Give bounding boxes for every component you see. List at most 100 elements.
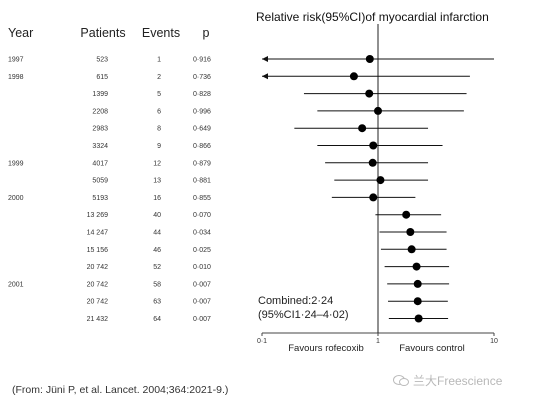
watermark: 兰大Freescience (393, 372, 502, 389)
watermark-text: 兰大Freescience (413, 374, 503, 388)
row-patients: 14 247 (87, 230, 109, 237)
point-estimate (376, 176, 385, 185)
favours-rofecoxib-label: Favours rofecoxib (288, 343, 364, 354)
row-p-value: 0·996 (193, 108, 211, 115)
row-patients: 4017 (92, 160, 108, 167)
row-p-value: 0·736 (193, 74, 211, 81)
row-p-value: 0·034 (193, 230, 211, 237)
row-events: 12 (153, 160, 161, 167)
header-year: Year (8, 26, 33, 40)
row-patients: 3324 (92, 143, 108, 150)
row-patients: 5059 (92, 178, 108, 185)
row-events: 6 (157, 108, 161, 115)
x-tick-label: 1 (376, 338, 380, 345)
row-year: 1998 (8, 74, 24, 81)
row-p-value: 0·879 (193, 160, 211, 167)
row-p-value: 0·010 (193, 264, 211, 271)
row-year: 2000 (8, 195, 24, 202)
table-row: 2001 20 742 58 0·007 (8, 281, 211, 288)
row-events: 1 (157, 57, 161, 64)
table-row: 2208 6 0·996 (92, 108, 211, 115)
table-row: 5059 13 0·881 (92, 178, 211, 185)
x-tick-label: 10 (490, 338, 498, 345)
row-events: 63 (153, 299, 161, 306)
row-patients: 21 432 (87, 316, 109, 323)
row-patients: 5193 (92, 195, 108, 202)
row-p-value: 0·916 (193, 57, 211, 64)
ci-arrow-left (262, 56, 268, 62)
row-events: 44 (153, 230, 161, 237)
row-patients: 2208 (92, 108, 108, 115)
row-events: 52 (153, 264, 161, 271)
row-events: 16 (153, 195, 161, 202)
row-p-value: 0·007 (193, 316, 211, 323)
row-year: 2001 (8, 281, 24, 288)
combined-ci-label: (95%CI1·24–4·02) (258, 309, 349, 321)
row-p-value: 0·025 (193, 247, 211, 254)
header-events: Events (142, 26, 180, 40)
point-estimate (358, 124, 367, 133)
row-patients: 15 156 (87, 247, 109, 254)
point-estimate (349, 72, 358, 81)
row-patients: 523 (96, 57, 108, 64)
table-row: 2983 8 0·649 (92, 126, 211, 133)
row-p-value: 0·881 (193, 178, 211, 185)
table-row: 20 742 63 0·007 (87, 299, 211, 306)
ci-arrow-left (262, 73, 268, 80)
row-p-value: 0·828 (193, 91, 211, 98)
point-estimate (368, 158, 377, 167)
row-p-value: 0·007 (193, 281, 211, 288)
table-row: 1998 615 2 0·736 (8, 74, 211, 81)
point-estimate (407, 245, 416, 254)
table-row: 1997 523 1 0·916 (8, 57, 211, 64)
row-events: 5 (157, 91, 161, 98)
row-p-value: 0·649 (193, 126, 211, 133)
row-events: 64 (153, 316, 161, 323)
table-row: 2000 5193 16 0·855 (8, 195, 211, 202)
point-estimate (402, 210, 411, 219)
table-row: 13 269 40 0·070 (87, 212, 211, 219)
row-patients: 13 269 (87, 212, 109, 219)
row-events: 8 (157, 126, 161, 133)
chart-title: Relative risk(95%CI)of myocardial infarc… (256, 10, 489, 24)
point-estimate (414, 314, 423, 323)
point-estimate (406, 228, 415, 236)
row-events: 9 (157, 143, 161, 150)
point-estimate (413, 297, 422, 306)
point-estimate (365, 55, 374, 63)
point-estimate (365, 89, 374, 98)
forest-plot: Relative risk(95%CI)of myocardial infarc… (256, 10, 498, 354)
row-year: 1997 (8, 57, 24, 64)
row-events: 13 (153, 178, 161, 185)
header-patients: Patients (80, 26, 125, 40)
row-events: 58 (153, 281, 161, 288)
point-estimate (413, 279, 422, 288)
table-row: 21 432 64 0·007 (87, 316, 211, 323)
table-row: 3324 9 0·866 (92, 143, 211, 150)
x-tick-label: 0·1 (257, 338, 267, 345)
point-estimate (369, 141, 378, 150)
wechat-icon (393, 375, 409, 386)
row-events: 46 (153, 247, 161, 254)
row-p-value: 0·855 (193, 195, 211, 202)
row-p-value: 0·070 (193, 212, 211, 219)
row-year: 1999 (8, 160, 24, 167)
row-patients: 20 742 (87, 264, 109, 271)
point-estimate (412, 262, 421, 271)
table-row: 20 742 52 0·010 (87, 264, 211, 271)
table-row: 15 156 46 0·025 (87, 247, 211, 254)
citation: (From: Jüni P, et al. Lancet. 2004;364:2… (12, 384, 229, 396)
row-events: 2 (157, 74, 161, 81)
row-patients: 1399 (92, 91, 108, 98)
row-patients: 615 (96, 74, 108, 81)
table-row: 14 247 44 0·034 (87, 230, 211, 237)
row-patients: 20 742 (87, 299, 109, 306)
row-p-value: 0·007 (193, 299, 211, 306)
point-estimate (369, 193, 378, 202)
combined-estimate-label: Combined:2·24 (258, 295, 333, 307)
row-patients: 20 742 (87, 281, 109, 288)
row-patients: 2983 (92, 126, 108, 133)
row-events: 40 (153, 212, 161, 219)
favours-control-label: Favours control (399, 343, 464, 354)
